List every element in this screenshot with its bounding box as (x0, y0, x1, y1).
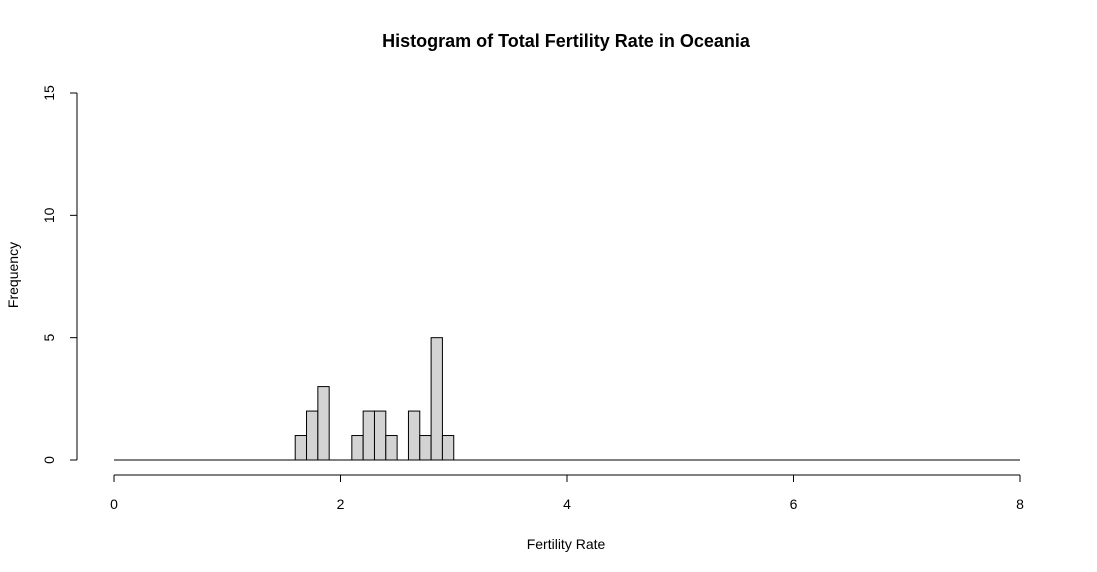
x-tick-label: 4 (563, 496, 571, 512)
histogram-bar (374, 411, 385, 460)
histogram-bar (318, 387, 329, 460)
x-tick-label: 8 (1016, 496, 1024, 512)
chart-title: Histogram of Total Fertility Rate in Oce… (382, 31, 751, 51)
y-tick-label: 0 (41, 456, 57, 464)
x-tick-label: 2 (337, 496, 345, 512)
histogram-bar (295, 436, 306, 460)
histogram-bar (307, 411, 318, 460)
y-axis: 0 5 10 15 (41, 85, 77, 464)
y-tick-label: 5 (41, 334, 57, 342)
y-tick-label: 15 (41, 85, 57, 101)
histogram-bar (408, 411, 419, 460)
x-tick-label: 6 (790, 496, 798, 512)
y-axis-label: Frequency (5, 242, 21, 308)
x-tick-label: 0 (110, 496, 118, 512)
x-axis-label: Fertility Rate (527, 536, 606, 552)
x-axis: 0 2 4 6 8 (110, 475, 1024, 512)
y-tick-label: 10 (41, 207, 57, 223)
histogram-bar (420, 436, 431, 460)
histogram-bars (295, 338, 454, 460)
histogram-bar (386, 436, 397, 460)
histogram-bar (363, 411, 374, 460)
histogram-bar (352, 436, 363, 460)
histogram-bar (442, 436, 453, 460)
histogram-bar (431, 338, 442, 460)
